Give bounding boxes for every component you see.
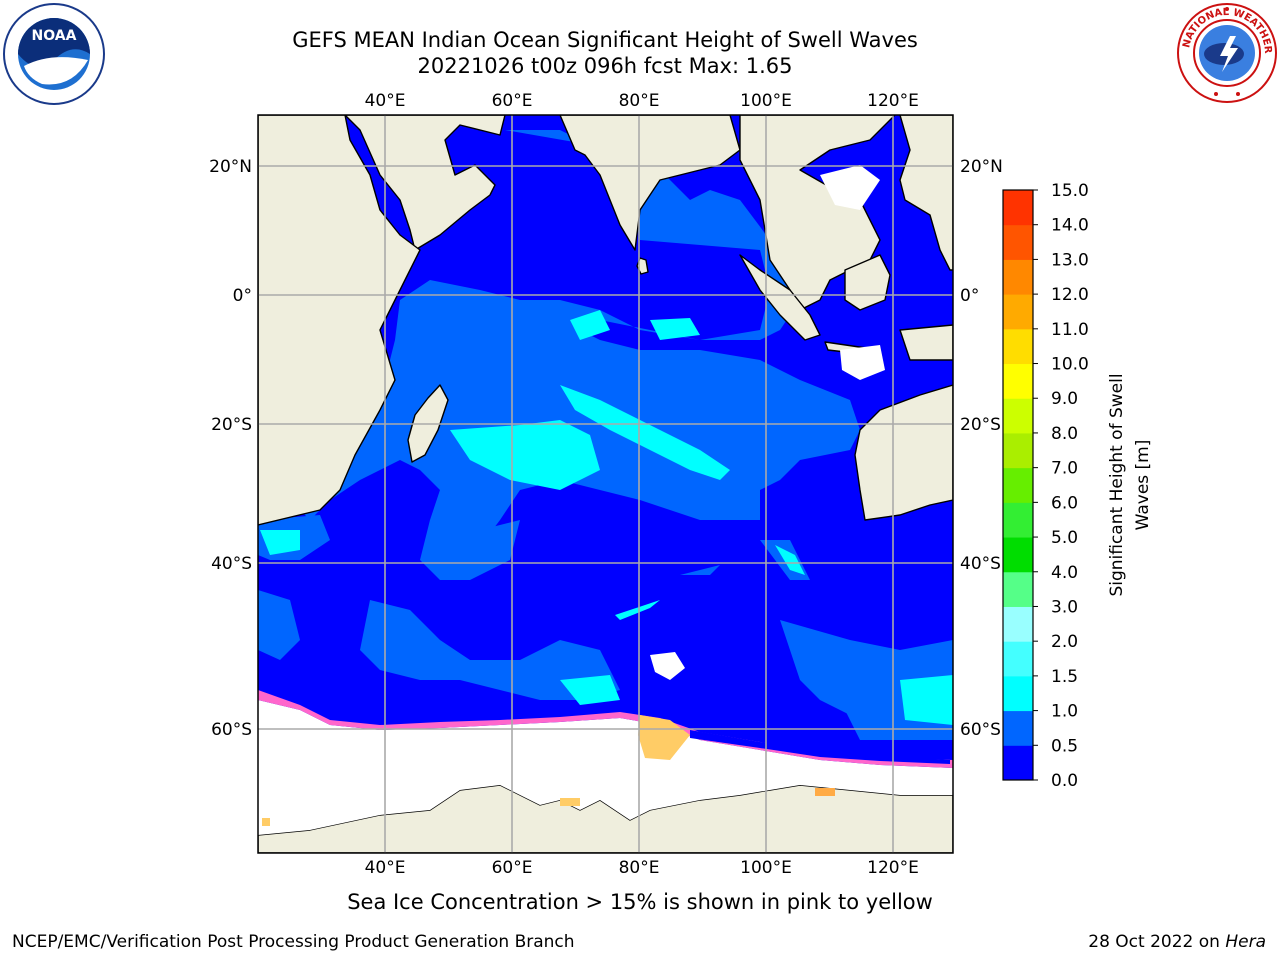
land-east-islands	[899, 115, 953, 271]
land-arabia	[258, 115, 506, 251]
land-india	[559, 115, 741, 251]
colorbar-segment	[1003, 190, 1033, 226]
colorbar-segment	[1003, 571, 1033, 607]
colorbar-segment	[1003, 467, 1033, 503]
footer-date-text: 28 Oct 2022 on	[1088, 932, 1226, 952]
colorbar-tick-label: 4.0	[1051, 563, 1078, 583]
sea-ice-area	[258, 690, 953, 835]
colorbar-frame	[1002, 189, 1034, 781]
lon-label-top: 60°E	[492, 91, 533, 111]
colorbar-segment	[1003, 606, 1033, 642]
colorbar-tick-label: 0.0	[1051, 771, 1078, 791]
lon-label-top: 100°E	[740, 91, 792, 111]
national-weather-service-logo: NATIONAL WEATHER SERVICE	[1176, 2, 1277, 103]
lat-label-left: 20°N	[209, 157, 252, 177]
colorbar-segment	[1003, 224, 1033, 260]
lon-label-bottom: 120°E	[867, 858, 919, 878]
lat-label-right: 60°S	[960, 720, 1001, 740]
colorbar-tick-label: 6.0	[1051, 493, 1078, 513]
lat-label-right: 20°S	[960, 415, 1001, 435]
land-africa	[258, 115, 421, 526]
colorbar-tick-label: 5.0	[1051, 528, 1078, 548]
footer-branch: NCEP/EMC/Verification Post Processing Pr…	[12, 932, 575, 952]
land-masses	[258, 115, 953, 853]
lat-label-right: 40°S	[960, 554, 1001, 574]
colorbar-tick-label: 8.0	[1051, 424, 1078, 444]
top-longitude-labels: 40°E 60°E 80°E 100°E 120°E	[365, 91, 919, 111]
footer-date: 28 Oct 2022 on Hera	[1088, 932, 1266, 952]
left-latitude-labels: 20°N 0° 20°S 40°S 60°S	[209, 157, 252, 740]
colorbar-tick-label: 7.0	[1051, 459, 1078, 479]
noaa-logo-text: NOAA	[32, 28, 77, 44]
gridlines	[258, 115, 953, 853]
lon-label-top: 80°E	[619, 91, 660, 111]
colorbar-tick-label: 9.0	[1051, 389, 1078, 409]
colorbar-segment	[1003, 641, 1033, 677]
lon-label-top: 40°E	[365, 91, 406, 111]
lat-label-left: 60°S	[211, 720, 252, 740]
map-plot-area	[258, 115, 953, 853]
swell-field-1.0-1.5	[260, 310, 953, 725]
colorbar: 0.0 0.5 1.0 1.5 2.0 3.0 4.0 5.0 6.0 7.0 8.0 9.0 10.0…	[1002, 181, 1089, 791]
lat-label-left: 40°S	[211, 554, 252, 574]
lat-label-left: 0°	[233, 286, 252, 306]
colorbar-tick-label: 3.0	[1051, 597, 1078, 617]
colorbar-segment	[1003, 259, 1033, 295]
footer-machine: Hera	[1225, 932, 1266, 952]
lon-label-bottom: 40°E	[365, 858, 406, 878]
lon-label-bottom: 60°E	[492, 858, 533, 878]
right-latitude-labels: 20°N 0° 20°S 40°S 60°S	[960, 157, 1003, 740]
colorbar-tick-label: 12.0	[1051, 285, 1089, 305]
colorbar-segment	[1003, 675, 1033, 712]
lat-label-right: 20°N	[960, 157, 1003, 177]
colorbar-segment	[1003, 745, 1033, 781]
map-frame	[257, 114, 954, 854]
colorbar-segment	[1003, 502, 1033, 538]
colorbar-tick-label: 14.0	[1051, 216, 1089, 236]
colorbar-segment	[1003, 328, 1033, 365]
colorbar-segment	[1003, 398, 1033, 434]
land-new-guinea	[899, 324, 953, 361]
colorbar-segment	[1003, 710, 1033, 746]
bottom-longitude-labels: 40°E 60°E 80°E 100°E 120°E	[365, 858, 919, 878]
colorbar-tick-label: 2.0	[1051, 632, 1078, 652]
colorbar-tick-label: 10.0	[1051, 355, 1089, 375]
colorbar-segment	[1003, 294, 1033, 330]
lat-label-left: 20°S	[211, 415, 252, 435]
chart-title: GEFS MEAN Indian Ocean Significant Heigh…	[292, 28, 918, 52]
colorbar-tick-label: 11.0	[1051, 320, 1089, 340]
colorbar-tick-label: 1.5	[1051, 667, 1078, 687]
land-borneo	[844, 254, 891, 311]
colorbar-tick-label: 13.0	[1051, 250, 1089, 270]
lat-label-right: 0°	[960, 286, 979, 306]
lon-label-bottom: 80°E	[619, 858, 660, 878]
chart-subtitle: 20221026 t00z 096h fcst Max: 1.65	[417, 54, 793, 78]
missing-data-patches	[650, 165, 885, 680]
colorbar-label-line1: Significant Height of Swell	[1107, 373, 1127, 596]
sea-ice-caption: Sea Ice Concentration > 15% is shown in …	[347, 890, 933, 914]
sea-ice-high-concentration	[638, 715, 690, 760]
lon-label-top: 120°E	[867, 91, 919, 111]
colorbar-label-line2: Waves [m]	[1133, 440, 1153, 531]
colorbar-segment	[1003, 432, 1033, 469]
colorbar-tick-label: 1.0	[1051, 702, 1078, 722]
noaa-logo: NOAA	[3, 3, 105, 105]
lon-label-bottom: 100°E	[740, 858, 792, 878]
colorbar-tick-label: 0.5	[1051, 736, 1078, 756]
colorbar-segment	[1003, 537, 1033, 573]
colorbar-segment	[1003, 363, 1033, 399]
colorbar-tick-label: 15.0	[1051, 181, 1089, 201]
